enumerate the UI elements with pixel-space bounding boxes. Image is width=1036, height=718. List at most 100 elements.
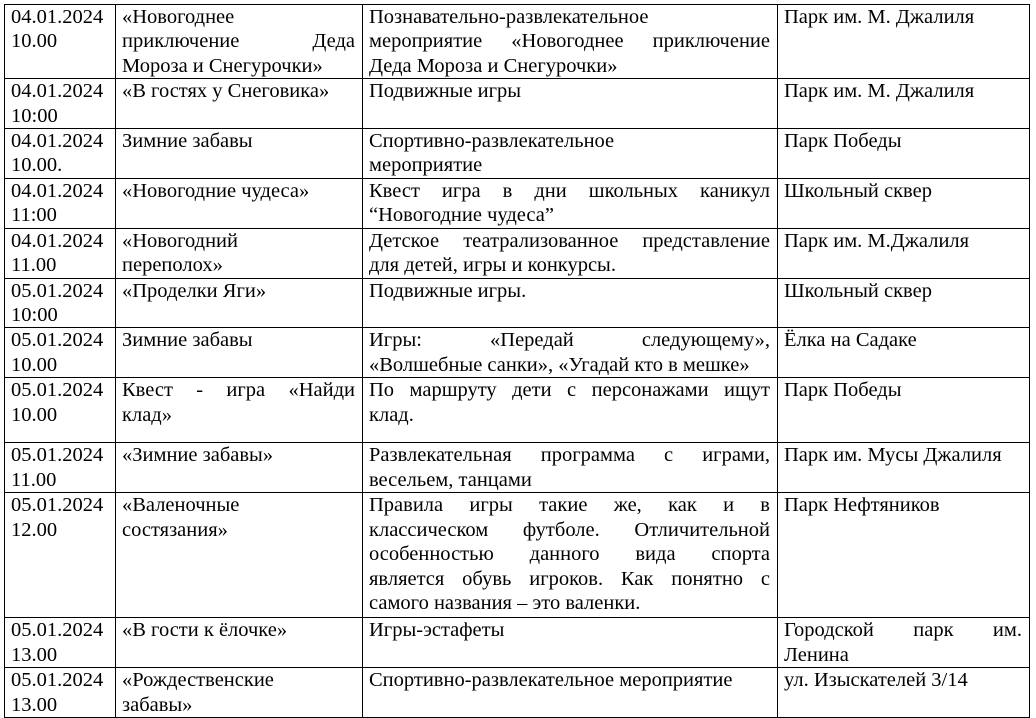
date-text-line: 13.00 [11,693,58,716]
table-row: 04.01.2024 10:00 «В гостях у Снеговика» Под… [4,78,1030,130]
date-text-line: 05.01.2024 [11,494,104,517]
cell-date: 04.01.2024 11:00 [4,177,116,229]
cell-place: Ёлка на Садаке [777,327,1030,379]
desc-text-line: классическом футболе. Отличительной [369,518,770,541]
cell-name: «В гости к ёлочке» [115,617,363,669]
date-text-line: 05.01.2024 [11,379,104,402]
cell-name: Квест - игра «Найди клад» [115,377,363,444]
place-text-line: Парк им. М. Джалиля [784,80,975,103]
desc-text-line: Игры-эстафеты [369,619,505,642]
cell-name: «Новогодний переполох» [115,227,363,279]
cell-name: «Зимние забавы» [115,442,363,494]
desc-text-line: Квест игра в дни школьных каникул [369,179,770,202]
cell-name: Зимние забавы [115,327,363,379]
place-text-line: Парк им. М. Джалиля [784,6,975,28]
cell-name: Зимние забавы [115,128,363,179]
date-text-line: 12.00 [11,518,58,541]
desc-text-line: клад. [369,403,414,426]
name-text-line: «Новогоднее [122,6,235,28]
desc-text-line: Спортивно-развлекательное мероприятие [369,669,733,692]
desc-text-line: Деда Мороза и Снегурочки» [369,54,618,77]
place-text-line: Парк им. Мусы Джалиля [784,444,1002,467]
name-text-line: Мороза и Снегурочки» [122,54,323,77]
cell-date: 04.01.2024 10.00. [4,128,116,179]
cell-desc: Квест игра в дни школьных каникул “Нового… [362,177,778,229]
place-text-line: Парк им. М.Джалиля [784,229,970,252]
cell-place: Парк им. Мусы Джалиля [777,442,1030,494]
place-text-line: ул. Изыскателей 3/14 [784,669,968,692]
cell-date: 04.01.2024 10.00 [4,3,116,80]
table-row: 05.01.2024 10:00 «Проделки Яги» Подвижные и… [4,277,1030,329]
cell-desc: Развлекательная программа с играми, весел… [362,442,778,494]
place-text-line: Парк Победы [784,379,902,402]
cell-date: 04.01.2024 10:00 [4,78,116,130]
name-text-line: «Новогодние чудеса» [122,179,310,202]
date-text-line: 11.00 [11,254,57,277]
date-text-line: 10.00 [11,30,58,53]
cell-place: Парк Нефтяников [777,492,1030,619]
date-text-line: 10.00 [11,353,58,376]
cell-place: Парк им. М. Джалиля [777,3,1030,80]
cell-name: «Проделки Яги» [115,277,363,329]
table-row: 05.01.2024 13.00 «В гости к ёлочке» Игры-эс… [4,617,1030,669]
date-text-line: 10.00. [11,154,63,177]
cell-desc: Детское театрализованное представление дл… [362,227,778,279]
desc-text-line: мероприятие «Новогоднее приключение [369,30,770,53]
table-row: 05.01.2024 13.00 «Рождественские забавы» Спо… [4,667,1030,718]
table-row: 05.01.2024 12.00 «Валеночные состязания» Пра… [4,492,1030,619]
date-text-line: 13.00 [11,643,58,666]
desc-text-line: По маршруту дети с персонажами ищут [369,379,770,402]
cell-date: 05.01.2024 10.00 [4,377,116,444]
place-text-line: Школьный сквер [784,279,932,302]
cell-place: ул. Изыскателей 3/14 [777,667,1030,718]
cell-place: Парк Победы [777,377,1030,444]
date-text-line: 04.01.2024 [11,130,104,153]
cell-place: Парк им. М.Джалиля [777,227,1030,279]
table-row: 05.01.2024 10.00 Зимние забавы Игры: «Перед… [4,327,1030,379]
cell-date: 05.01.2024 12.00 [4,492,116,619]
cell-desc: Спортивно-развлекательное мероприятие [362,667,778,718]
name-text-line: клад» [122,403,172,426]
desc-text-line: мероприятие [369,154,483,177]
place-text-line: Парк Победы [784,130,902,153]
cell-place: Школьный сквер [777,277,1030,329]
cell-date: 05.01.2024 13.00 [4,667,116,718]
cell-desc: Подвижные игры [362,78,778,130]
cell-date: 05.01.2024 11.00 [4,442,116,494]
cell-date: 05.01.2024 10.00 [4,327,116,379]
desc-text-line: Подвижные игры [369,80,522,103]
date-text-line: 04.01.2024 [11,229,104,252]
place-text-line: Школьный сквер [784,179,932,202]
desc-text-line: весельем, танцами [369,468,532,491]
name-text-line: забавы» [122,693,193,716]
date-text-line: 10.00 [11,403,58,426]
cell-name: «Новогоднее приключение Деда Мороза и Снег… [115,3,363,80]
name-text-line: Квест - игра «Найди [122,379,355,402]
desc-text-line: Развлекательная программа с играми, [369,444,770,467]
place-text-line: Городской парк им. [784,619,1022,642]
date-text-line: 05.01.2024 [11,619,104,642]
table-row: 05.01.2024 10.00 Квест - игра «Найди клад» П… [4,377,1030,444]
name-text-line: переполох» [122,254,223,277]
name-text-line: «Зимние забавы» [122,444,274,467]
desc-text-line: Игры: «Передай следующему», [369,329,770,352]
events-table: 04.01.2024 10.00 «Новогоднее приключение … [4,3,1030,718]
cell-name: «Новогодние чудеса» [115,177,363,229]
name-text-line: приключение Деда [122,30,355,53]
cell-desc: Познавательно-развлекательное мероприятие… [362,3,778,80]
date-text-line: 05.01.2024 [11,329,104,352]
desc-text-line: «Волшебные санки», «Угадай кто в мешке» [369,353,750,376]
place-text-line: Ленина [784,643,849,666]
date-text-line: 04.01.2024 [11,179,104,202]
cell-date: 05.01.2024 13.00 [4,617,116,669]
table-row: 04.01.2024 10.00 «Новогоднее приключение … [4,3,1030,80]
date-text-line: 11:00 [11,204,57,227]
cell-place: Парк им. М. Джалиля [777,78,1030,130]
desc-text-line: Спортивно-развлекательное [369,130,615,153]
date-text-line: 04.01.2024 [11,80,104,103]
name-text-line: состязания» [122,518,228,541]
date-text-line: 10:00 [11,104,58,127]
name-text-line: «Рождественские [122,669,274,692]
desc-text-line: “Новогодние чудеса” [369,204,554,227]
cell-date: 05.01.2024 10:00 [4,277,116,329]
